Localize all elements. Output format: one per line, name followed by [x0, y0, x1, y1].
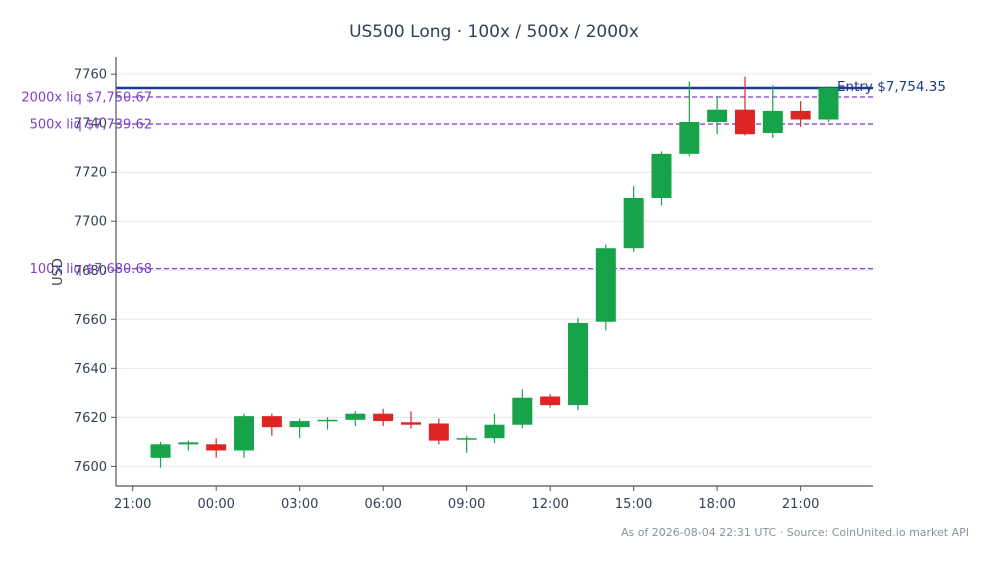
y-tick-label: 7620: [74, 411, 107, 426]
x-tick-label: 21:00: [782, 497, 819, 512]
reference-label-liq-100x: 100x liq $7,680.68: [30, 262, 152, 277]
candle-body-down: [206, 444, 227, 451]
candles: [150, 76, 839, 468]
candle-body-down: [540, 396, 561, 406]
y-tick-label: 7760: [74, 68, 107, 83]
x-tick-label: 06:00: [364, 497, 401, 512]
candle-body-down: [734, 109, 755, 135]
candle-body-down: [790, 110, 811, 120]
grid-lines: [116, 73, 873, 467]
candle-body-down: [261, 416, 282, 428]
candle-body-up: [234, 416, 255, 451]
candle-body-up: [289, 421, 310, 428]
candle-body-up: [762, 110, 783, 133]
x-tick-label: 18:00: [698, 497, 735, 512]
candle-body-up: [317, 419, 338, 422]
axes: 7600 7620 7640 7660 7680 7700 7720 7740 7760 21:0…: [74, 57, 873, 512]
y-tick-label: 7600: [74, 460, 107, 475]
y-axis-label: USD: [51, 258, 66, 286]
candle-body-up: [567, 322, 588, 406]
candle-body-down: [373, 413, 394, 422]
candle-body-up: [150, 444, 171, 458]
x-tick-label: 09:00: [448, 497, 485, 512]
x-tick-label: 21:00: [114, 497, 151, 512]
y-tick-label: 7680: [74, 264, 107, 279]
candle-body-up: [623, 197, 644, 249]
y-tick-label: 7740: [74, 117, 107, 132]
y-tick-label: 7640: [74, 362, 107, 377]
candle-body-up: [178, 442, 199, 445]
candle-body-up: [595, 248, 616, 322]
candle-body-down: [401, 422, 422, 425]
chart-title: US500 Long · 100x / 500x / 2000x: [349, 22, 639, 42]
candle-body-up: [456, 438, 477, 440]
candle-body-up: [512, 397, 533, 425]
reference-label-liq-500x: 500x liq $7,739.62: [30, 118, 152, 133]
candle-body-up: [679, 121, 700, 154]
reference-lines: [116, 86, 873, 270]
x-tick-label: 00:00: [197, 497, 234, 512]
y-tick-label: 7720: [74, 166, 107, 181]
x-tick-label: 12:00: [531, 497, 568, 512]
candle-body-up: [707, 109, 728, 122]
candle-body-up: [818, 87, 839, 120]
candle-body-up: [345, 413, 366, 420]
reference-line-labels: Entry $7,754.35 2000x liq $7,750.67 500x l…: [21, 79, 946, 277]
candle-body-up: [484, 424, 505, 439]
candle-body-up: [651, 153, 672, 198]
x-tick-label: 03:00: [281, 497, 318, 512]
reference-label-liq-2000x: 2000x liq $7,750.67: [21, 91, 152, 106]
candle-body-down: [428, 423, 449, 441]
reference-label-entry: Entry $7,754.35: [837, 79, 946, 95]
x-tick-label: 15:00: [615, 497, 652, 512]
footer-source: As of 2026-08-04 22:31 UTC · Source: Coi…: [620, 526, 969, 539]
y-tick-label: 7660: [74, 313, 107, 328]
y-tick-label: 7700: [74, 215, 107, 230]
